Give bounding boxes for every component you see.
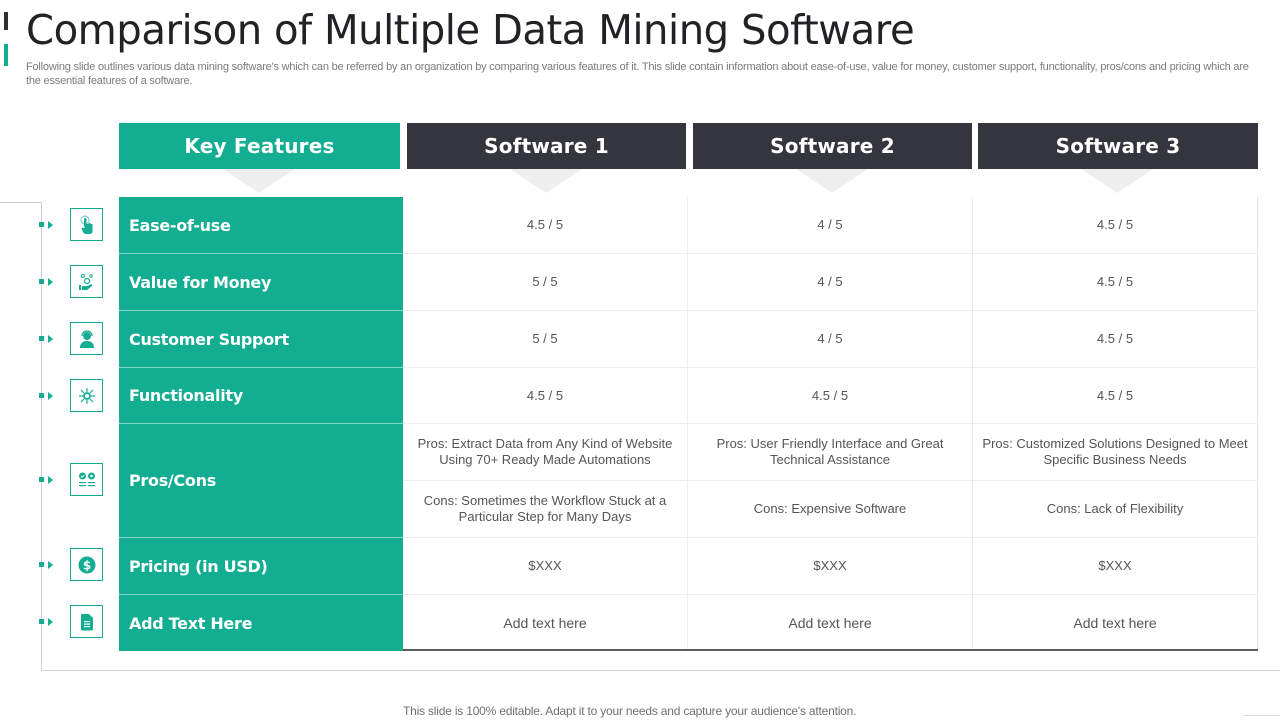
- value-cell: $XXX: [973, 538, 1258, 595]
- frame-line-top: [0, 202, 41, 203]
- feature-label: Value for Money: [119, 254, 403, 311]
- header-pointer: [510, 169, 582, 193]
- value-cell: 4.5 / 5: [403, 197, 688, 254]
- comparison-table: Ease-of-use 4.5 / 5 4 / 5 4.5 / 5 Value …: [119, 197, 1258, 651]
- header-software-3: Software 3: [978, 123, 1258, 169]
- header-pointer: [796, 169, 868, 193]
- value-cell: 4.5 / 5: [973, 368, 1258, 424]
- corner-divider: [1244, 715, 1280, 716]
- table-row-ease-of-use: Ease-of-use 4.5 / 5 4 / 5 4.5 / 5: [119, 197, 1258, 254]
- hand-touch-icon: [70, 208, 103, 241]
- bullet-marker: [39, 476, 55, 484]
- feature-label: Add Text Here: [119, 595, 403, 651]
- header-software-1: Software 1: [407, 123, 686, 169]
- table-row-pricing: Pricing (in USD) $XXX $XXX $XXX: [119, 538, 1258, 595]
- value-cell: 5 / 5: [403, 311, 688, 368]
- frame-line-bottom: [41, 670, 1280, 671]
- value-cell: Add text here: [403, 595, 688, 651]
- table-row-functionality: Functionality 4.5 / 5 4.5 / 5 4.5 / 5: [119, 368, 1258, 424]
- accent-bar-dark: [4, 12, 8, 30]
- bullet-marker: [39, 221, 55, 229]
- value-cell: 4.5 / 5: [973, 254, 1258, 311]
- table-row-add-text: Add Text Here Add text here Add text her…: [119, 595, 1258, 651]
- bullet-marker: [39, 392, 55, 400]
- value-cell: 4 / 5: [688, 311, 973, 368]
- feature-label: Customer Support: [119, 311, 403, 368]
- pros-cell: Pros: Customized Solutions Designed to M…: [973, 424, 1258, 481]
- pros-cell: Pros: User Friendly Interface and Great …: [688, 424, 973, 481]
- table-row-pros-cons: Pros/Cons Pros: Extract Data from Any Ki…: [119, 424, 1258, 538]
- network-gear-icon: [70, 379, 103, 412]
- value-cell: 4.5 / 5: [688, 368, 973, 424]
- feature-label: Functionality: [119, 368, 403, 424]
- feature-label: Pricing (in USD): [119, 538, 403, 595]
- money-hand-icon: [70, 265, 103, 298]
- bullet-marker: [39, 561, 55, 569]
- accent-bar-teal: [4, 44, 8, 66]
- value-cell: 4.5 / 5: [403, 368, 688, 424]
- svg-text:$: $: [82, 558, 90, 572]
- header-pointer: [223, 169, 295, 193]
- table-row-customer-support: Customer Support 5 / 5 4 / 5 4.5 / 5: [119, 311, 1258, 368]
- pros-cons-column-1: Pros: Extract Data from Any Kind of Webs…: [403, 424, 688, 538]
- value-cell: $XXX: [403, 538, 688, 595]
- header-software-2: Software 2: [693, 123, 972, 169]
- bullet-marker: [39, 335, 55, 343]
- value-cell: 4.5 / 5: [973, 311, 1258, 368]
- bullet-marker: [39, 278, 55, 286]
- bullet-marker: [39, 618, 55, 626]
- table-row-value-for-money: Value for Money 5 / 5 4 / 5 4.5 / 5: [119, 254, 1258, 311]
- page-title: Comparison of Multiple Data Mining Softw…: [26, 6, 915, 54]
- value-cell: $XXX: [688, 538, 973, 595]
- table-bottom-rule: [403, 649, 1258, 651]
- cons-cell: Cons: Sometimes the Workflow Stuck at a …: [403, 481, 688, 538]
- footer-note: This slide is 100% editable. Adapt it to…: [403, 704, 857, 718]
- pros-cons-icon: [70, 463, 103, 496]
- dollar-coin-icon: $: [70, 548, 103, 581]
- value-cell: Add text here: [973, 595, 1258, 651]
- pros-cell: Pros: Extract Data from Any Kind of Webs…: [403, 424, 688, 481]
- value-cell: 4 / 5: [688, 197, 973, 254]
- value-cell: 4.5 / 5: [973, 197, 1258, 254]
- frame-line-left: [41, 202, 42, 670]
- document-icon: [70, 605, 103, 638]
- feature-label: Pros/Cons: [119, 424, 403, 538]
- page-subtitle: Following slide outlines various data mi…: [26, 61, 1249, 87]
- value-cell: Add text here: [688, 595, 973, 651]
- feature-label: Ease-of-use: [119, 197, 403, 254]
- pros-cons-column-3: Pros: Customized Solutions Designed to M…: [973, 424, 1258, 538]
- pros-cons-column-2: Pros: User Friendly Interface and Great …: [688, 424, 973, 538]
- cons-cell: Cons: Lack of Flexibility: [973, 481, 1258, 538]
- value-cell: 4 / 5: [688, 254, 973, 311]
- support-agent-icon: [70, 322, 103, 355]
- header-key-features: Key Features: [119, 123, 400, 169]
- value-cell: 5 / 5: [403, 254, 688, 311]
- header-pointer: [1081, 169, 1153, 193]
- cons-cell: Cons: Expensive Software: [688, 481, 973, 538]
